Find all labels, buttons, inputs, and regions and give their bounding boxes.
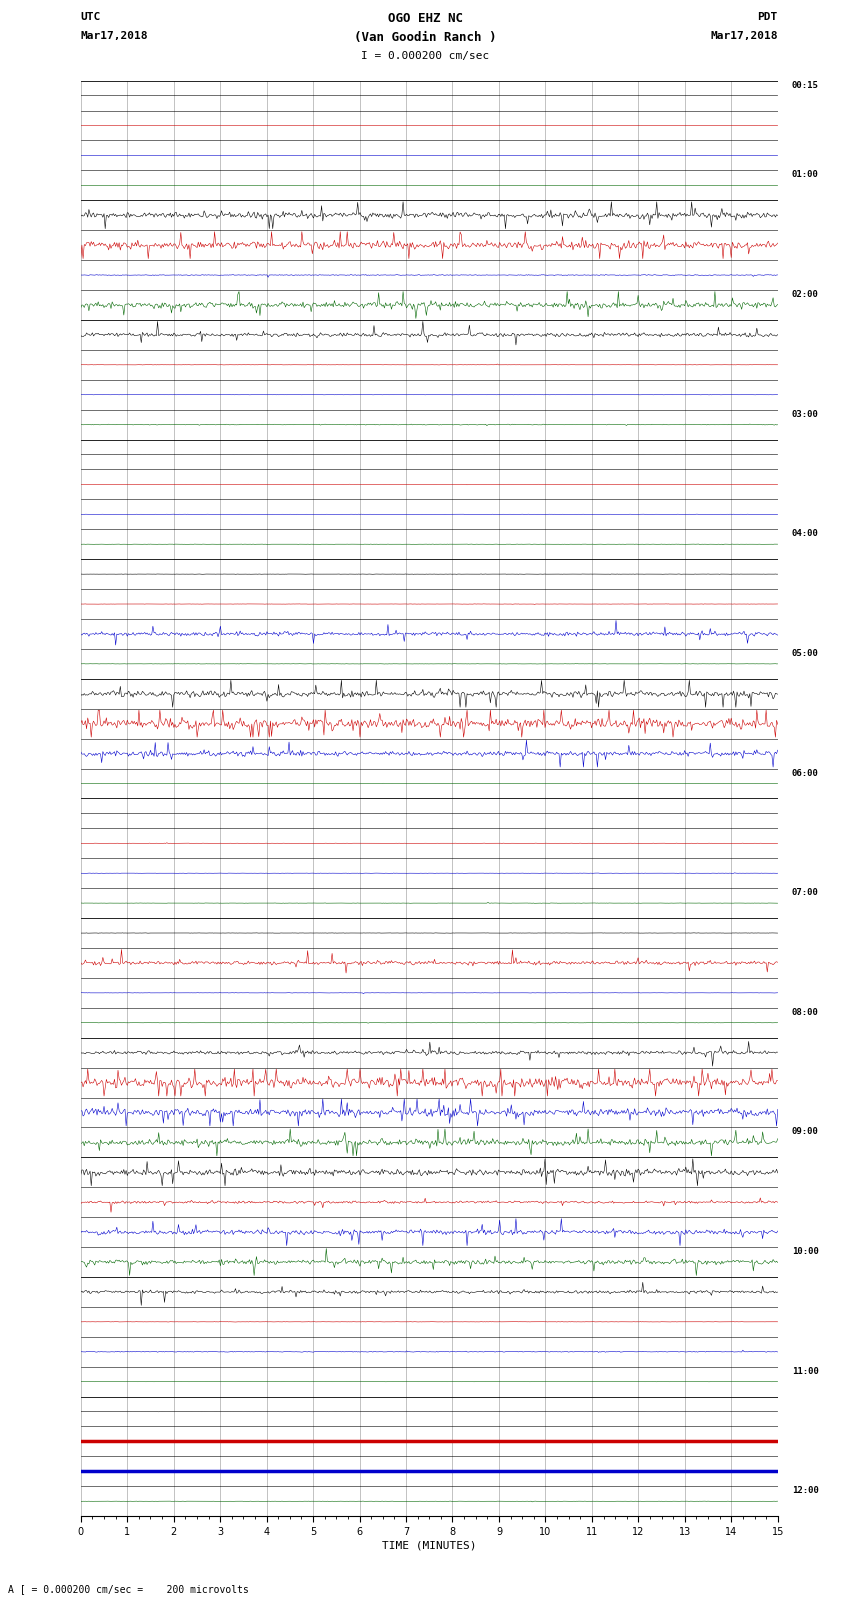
Text: 12:00: 12:00 bbox=[791, 1486, 819, 1495]
Text: PDT: PDT bbox=[757, 11, 778, 23]
Text: 11:00: 11:00 bbox=[791, 1366, 819, 1376]
Text: UTC: UTC bbox=[81, 11, 101, 23]
Text: 00:15: 00:15 bbox=[791, 81, 819, 90]
Text: OGO EHZ NC: OGO EHZ NC bbox=[388, 11, 462, 26]
Text: 08:00: 08:00 bbox=[791, 1008, 819, 1016]
Text: 06:00: 06:00 bbox=[791, 768, 819, 777]
Text: 02:00: 02:00 bbox=[791, 290, 819, 298]
Text: Mar17,2018: Mar17,2018 bbox=[711, 31, 778, 42]
Text: 03:00: 03:00 bbox=[791, 410, 819, 419]
Text: 09:00: 09:00 bbox=[791, 1127, 819, 1137]
Text: 07:00: 07:00 bbox=[791, 889, 819, 897]
Text: (Van Goodin Ranch ): (Van Goodin Ranch ) bbox=[354, 31, 496, 45]
X-axis label: TIME (MINUTES): TIME (MINUTES) bbox=[382, 1540, 477, 1550]
Text: A [ = 0.000200 cm/sec =    200 microvolts: A [ = 0.000200 cm/sec = 200 microvolts bbox=[8, 1584, 249, 1594]
Text: Mar17,2018: Mar17,2018 bbox=[81, 31, 148, 42]
Text: 04:00: 04:00 bbox=[791, 529, 819, 539]
Text: 01:00: 01:00 bbox=[791, 171, 819, 179]
Text: 10:00: 10:00 bbox=[791, 1247, 819, 1257]
Text: 05:00: 05:00 bbox=[791, 648, 819, 658]
Text: I = 0.000200 cm/sec: I = 0.000200 cm/sec bbox=[361, 50, 489, 61]
